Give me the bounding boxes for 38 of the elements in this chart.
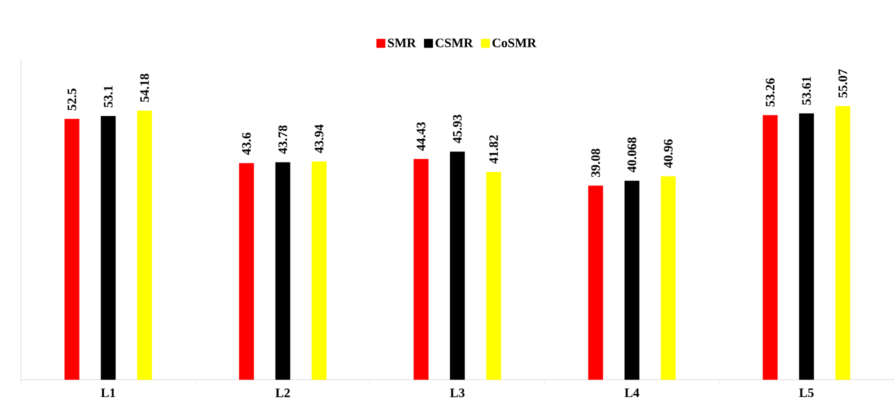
data-label: 43.78	[278, 126, 288, 154]
data-label: 44.43	[416, 122, 426, 151]
data-label: 54.18	[140, 74, 149, 102]
bar	[64, 119, 80, 380]
x-tick-label: L3	[450, 388, 464, 398]
data-label: 53.1	[104, 86, 113, 108]
bar	[450, 152, 465, 380]
bar	[100, 116, 116, 380]
data-label: 39.08	[591, 149, 600, 178]
bar	[660, 176, 676, 380]
data-label: 43.94	[314, 124, 324, 154]
data-label: 43.6	[242, 133, 251, 156]
data-label: 45.93	[453, 115, 462, 144]
x-tick-label: L5	[799, 388, 814, 398]
bar	[275, 162, 290, 380]
legend-label: SMR	[388, 38, 416, 48]
data-label: 52.5	[68, 88, 76, 111]
x-tick-label: L2	[275, 388, 290, 398]
bar	[799, 114, 814, 380]
bar	[239, 163, 254, 380]
bar	[312, 162, 327, 380]
data-label: 55.07	[838, 70, 848, 98]
bar	[762, 115, 778, 380]
bar	[486, 172, 502, 380]
bar	[588, 186, 604, 380]
x-tick-label: L4	[624, 388, 640, 398]
data-label: 40.068	[628, 138, 636, 173]
data-label: 53.61	[802, 77, 811, 105]
data-label: 41.82	[489, 136, 498, 164]
legend-label: CoSMR	[492, 38, 536, 48]
data-label: 53.26	[766, 78, 775, 107]
x-tick-label: L1	[100, 388, 116, 398]
bar	[835, 106, 850, 380]
legend-label: CSMR	[436, 38, 474, 48]
bar	[137, 110, 152, 380]
bar	[414, 159, 428, 380]
data-label: 40.96	[664, 140, 673, 168]
bar	[624, 180, 640, 380]
